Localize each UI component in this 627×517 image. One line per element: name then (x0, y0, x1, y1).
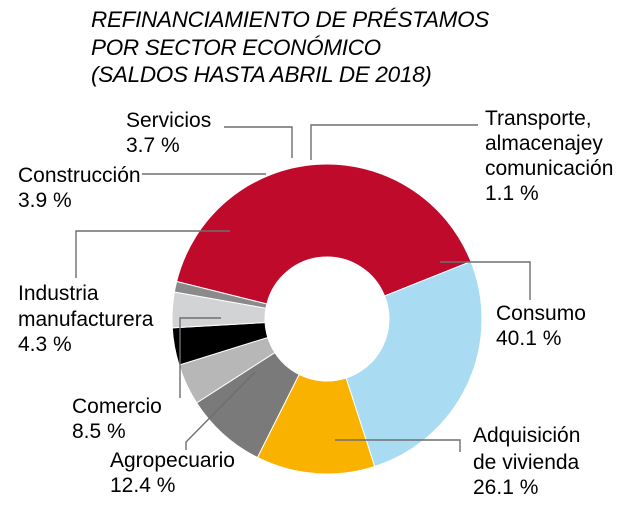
leader-line (185, 371, 256, 450)
slice-label-name: almacenajey (485, 132, 603, 155)
slice-label-name: manufacturera (18, 308, 154, 331)
chart-title: REFINANCIAMIENTO DE PRÉSTAMOS POR SECTOR … (91, 7, 490, 87)
slice-label-name: de vivienda (473, 451, 580, 474)
slice-label-value: 3.7 % (126, 134, 180, 157)
slice-label-value: 12.4 % (110, 474, 175, 497)
slice-0 (175, 163, 472, 305)
slice-label-value: 3.9 % (18, 189, 72, 212)
chart-title-line: (SALDOS HASTA ABRIL DE 2018) (91, 62, 431, 87)
chart-title-line: REFINANCIAMIENTO DE PRÉSTAMOS (91, 7, 489, 32)
leader-line (75, 230, 230, 278)
leader-line (224, 126, 293, 158)
slice-label-name: comunicación (485, 157, 613, 180)
leader-line (179, 317, 221, 398)
slice-label-name: Transporte, (485, 107, 592, 130)
slice-label-value: 26.1 % (473, 476, 538, 499)
slice-label-name: Agropecuario (110, 449, 235, 472)
chart-title-line: POR SECTOR ECONÓMICO (91, 35, 381, 60)
slice-label-name: Construcción (18, 164, 141, 187)
slice-1 (345, 260, 483, 468)
slice-label-name: Comercio (72, 395, 162, 418)
slice-label-name: Servicios (126, 109, 211, 132)
leader-line (335, 439, 461, 452)
slice-label-value: 40.1 % (496, 327, 561, 350)
slice-7 (173, 280, 268, 309)
slice-label-name: Industria (18, 282, 99, 305)
leader-lines (75, 124, 531, 452)
slice-label-value: 4.3 % (18, 333, 72, 356)
donut-slices (171, 163, 483, 475)
leader-line (310, 124, 478, 160)
slice-label-name: Consumo (496, 302, 586, 325)
leader-line (440, 261, 531, 300)
slice-label-value: 8.5 % (72, 420, 126, 443)
slice-label-value: 1.1 % (485, 182, 539, 205)
slice-label-name: Adquisición (473, 424, 580, 447)
